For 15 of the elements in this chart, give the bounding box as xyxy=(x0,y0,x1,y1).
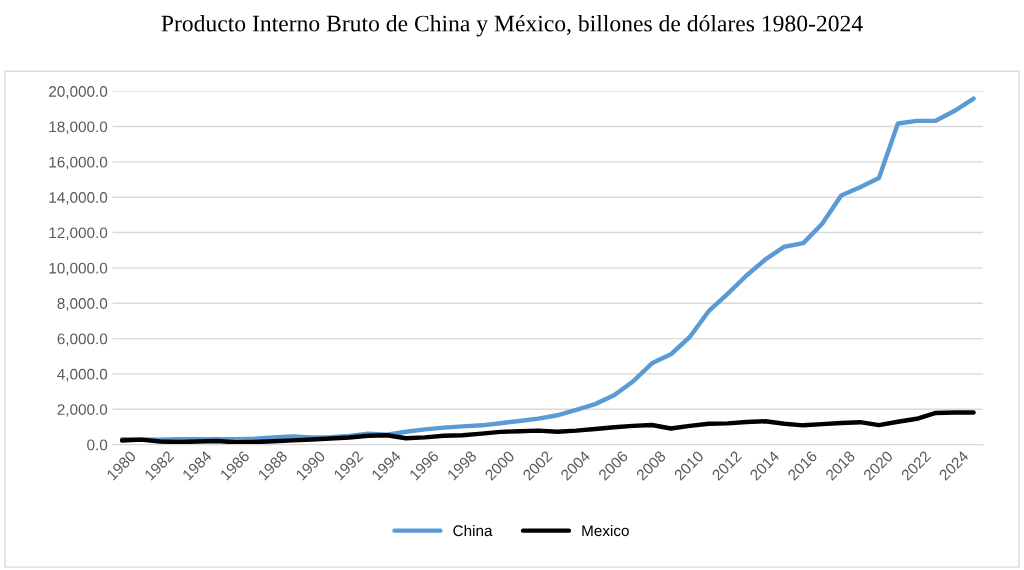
y-tick-label: 2,000.0 xyxy=(57,404,108,417)
line-series xyxy=(119,410,976,445)
y-tick-label: 10,000.0 xyxy=(49,262,108,276)
y-tick-label: 18,000.0 xyxy=(49,121,108,135)
y-tick-label: 6,000.0 xyxy=(57,333,108,347)
y-tick-label: 12,000.0 xyxy=(49,227,108,241)
y-tick-label: 4,000.0 xyxy=(57,368,108,382)
y-tick-label: 14,000.0 xyxy=(49,192,108,205)
y-tick-label: 8,000.0 xyxy=(57,298,108,311)
chart-title: Producto Interno Bruto de China y México, billones de dólares 1980-2024 xyxy=(161,14,863,37)
y-tick-label: 16,000.0 xyxy=(49,156,108,170)
legend-label: Mexico xyxy=(582,524,629,537)
y-tick-label: 0.0 xyxy=(87,439,108,451)
y-tick-label: 20,000.0 xyxy=(49,86,108,99)
legend-label: China xyxy=(453,524,493,537)
